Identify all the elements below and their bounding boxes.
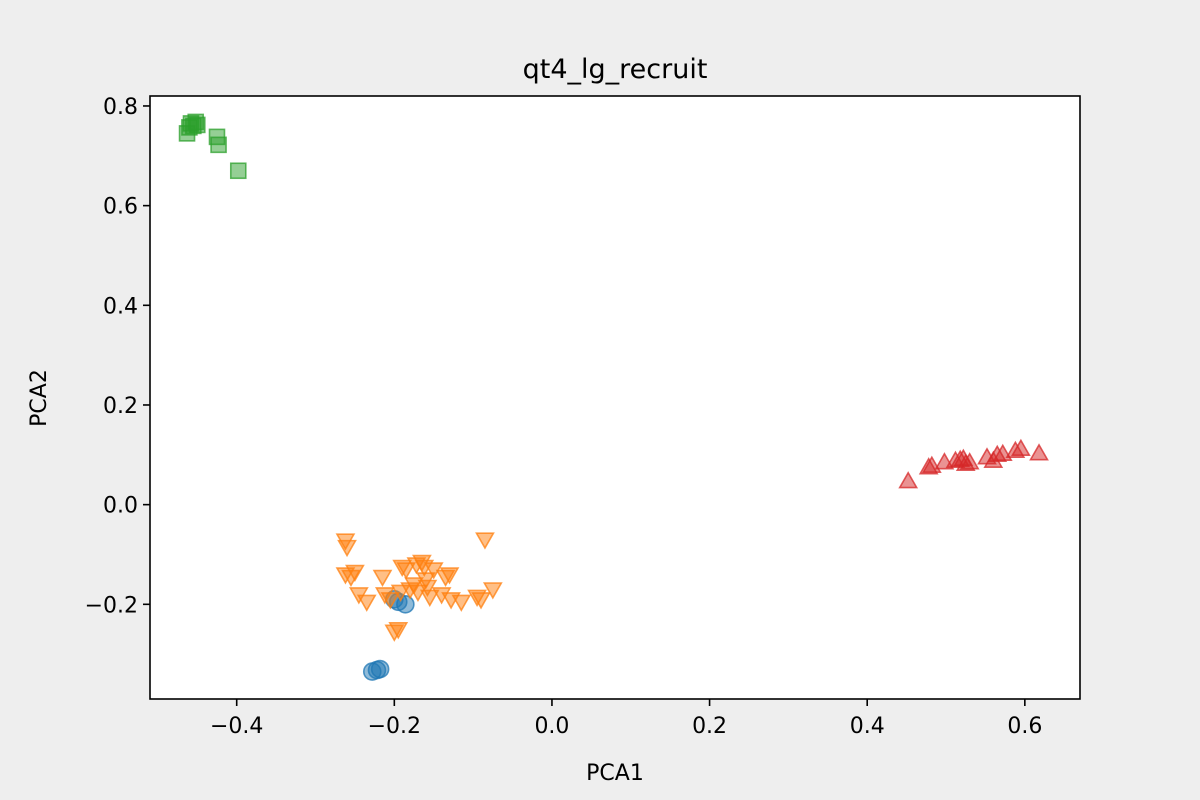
data-point-triangle-down [372,569,393,588]
x-tick-label: 0.6 [1007,714,1042,739]
data-point-triangle-down [380,592,401,610]
data-point-square [229,162,247,180]
plot-area [150,96,1080,699]
x-tick-label: 0.4 [850,714,885,739]
data-point-triangle-down [388,622,409,640]
data-point-triangle-down [396,562,417,580]
data-point-triangle-down [475,532,495,550]
y-axis-label: PCA2 [27,369,52,427]
data-markers [178,113,1049,681]
data-point-triangle-up [1029,443,1049,461]
data-point-triangle-down [419,589,440,607]
y-tick-label: 0.8 [103,95,138,120]
y-tick-label: 0.0 [103,494,138,519]
data-point-triangle-down [337,539,357,558]
y-axis: −0.2 0.0 0.2 0.4 0.6 0.8 [85,95,150,618]
x-tick-label: 0.2 [692,714,727,739]
data-point-square [210,136,227,154]
data-point-triangle-down [451,594,472,612]
data-point-triangle-up [959,452,980,470]
y-tick-label: 0.4 [103,294,138,319]
y-tick-label: 0.6 [103,195,138,220]
data-point-triangle-down [390,584,411,602]
data-point-triangle-down [408,584,428,602]
y-tick-label: −0.2 [85,593,138,618]
x-axis-label: PCA1 [586,761,644,786]
plot-frame [149,95,1081,700]
chart-title: qt4_lg_recruit [523,54,708,85]
data-point-triangle-down [439,567,460,585]
data-point-circle [370,659,390,679]
x-tick-label: −0.2 [368,714,421,739]
y-tick-label: 0.2 [103,394,138,419]
x-axis: −0.4 −0.2 0.0 0.2 0.4 0.6 [210,699,1042,739]
data-point-triangle-up [898,471,919,489]
data-point-triangle-down [356,594,377,612]
x-tick-label: −0.4 [210,714,263,739]
data-point-triangle-down [482,582,503,600]
data-point-triangle-down [345,564,365,583]
data-point-triangle-up [1011,438,1031,457]
data-point-square [188,116,206,134]
data-point-triangle-down [471,592,491,610]
x-tick-label: 0.0 [534,714,569,739]
